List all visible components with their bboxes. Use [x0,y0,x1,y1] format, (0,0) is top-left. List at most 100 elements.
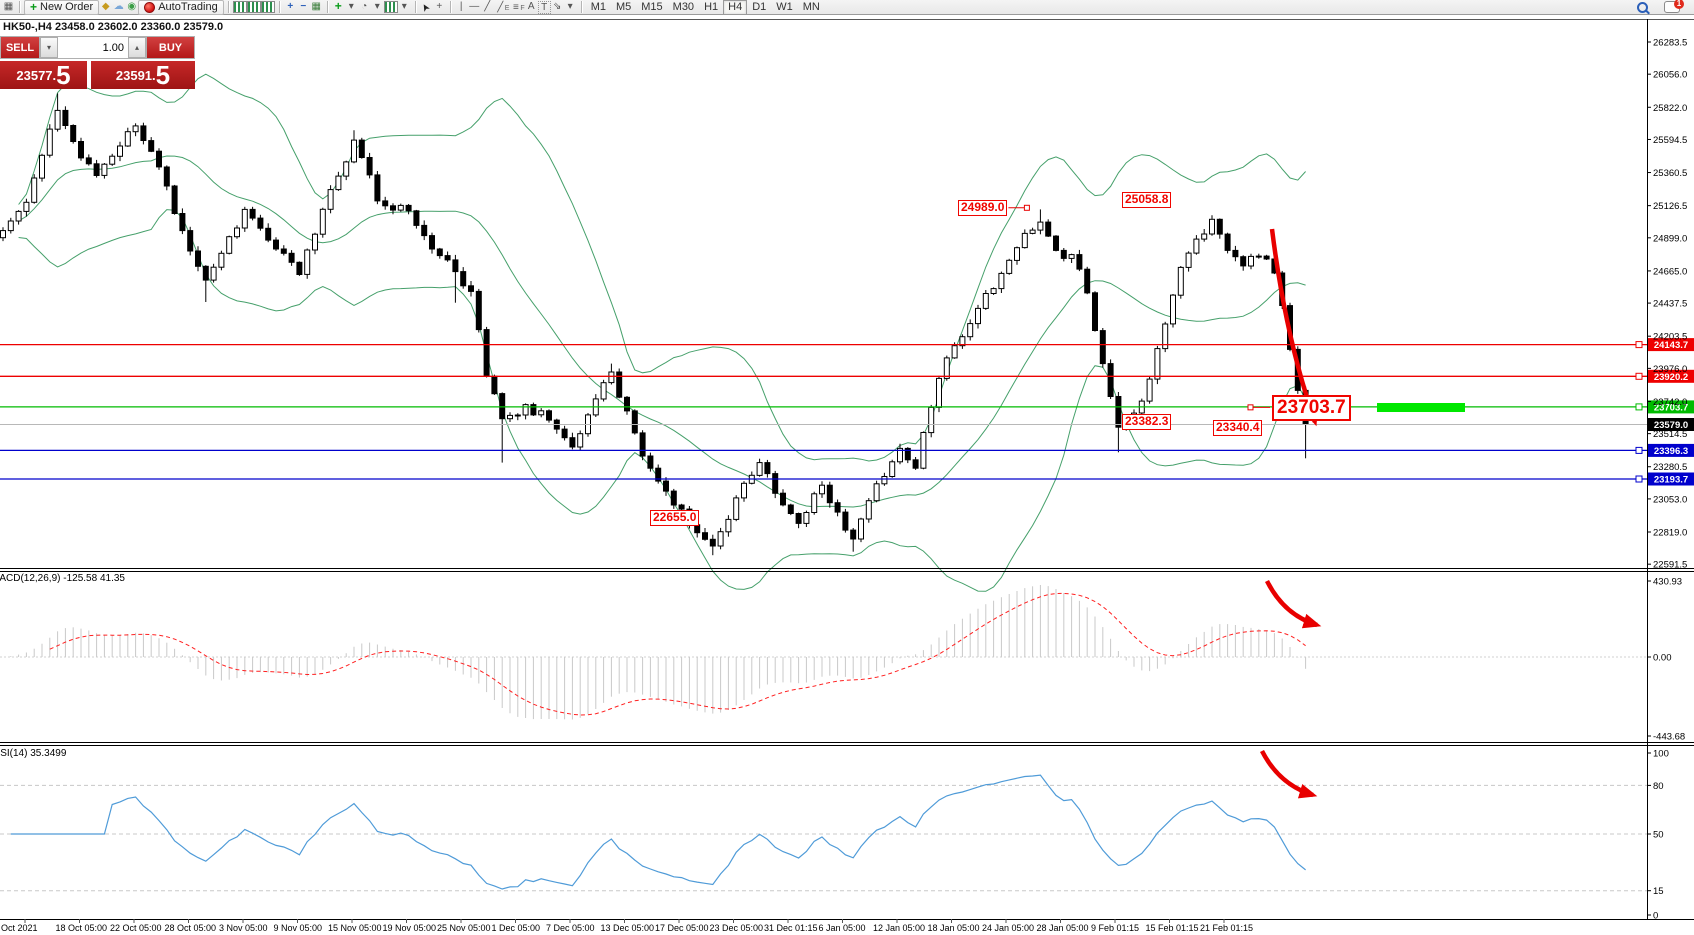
price-axis-badge [1648,443,1694,457]
timeframe-h1[interactable]: H1 [704,0,719,13]
timeframe-h4[interactable]: H4 [723,0,748,15]
candle-body [670,490,677,506]
time-axis-label: 22 Oct 05:00 [110,923,162,933]
candle-body [54,109,61,130]
new-chart-icon[interactable]: + [334,0,342,13]
bar-chart-icon[interactable] [246,1,261,13]
volume-input[interactable] [58,37,128,58]
y-axis-tick-label: 24665.0 [1653,266,1687,277]
y-axis-tick-label: 22819.0 [1653,528,1687,539]
text-label-tool-icon[interactable]: T [537,0,551,14]
buy-price-box[interactable]: 23591. 5 [91,61,195,89]
candle-body [1248,255,1254,267]
candle-body [803,512,810,524]
trend-arrow[interactable] [1264,579,1322,629]
zoom-out-icon[interactable]: − [300,1,307,12]
candle-body [608,371,615,384]
candle-body [444,255,451,261]
volume-increase-button[interactable]: ▴ [128,37,146,58]
candle-body [0,230,6,239]
template-icon[interactable] [383,1,398,13]
candle-body [421,224,428,237]
candle-body [397,204,404,211]
channel-tool-icon[interactable]: ╱E [497,1,510,13]
candle-body [600,382,607,400]
sell-price-box[interactable]: 23577. 5 [0,61,87,89]
timeframe-w1[interactable]: W1 [776,0,793,13]
candle-body [834,502,841,513]
timeframe-mn[interactable]: MN [802,0,820,13]
template-dropdown-icon[interactable]: ▾ [401,1,407,12]
arrows-dropdown-icon[interactable]: ▾ [567,1,573,12]
text-tool-icon[interactable]: A [527,1,535,12]
candle-body [538,410,545,416]
candle-body [982,293,989,309]
candle-body [717,531,724,547]
timeframe-m30[interactable]: M30 [672,0,695,13]
line-chart-icon[interactable] [260,1,275,13]
time-axis-label: 9 Nov 05:00 [274,923,323,933]
candle-body [561,428,568,439]
y-axis-tick-label: 22591.5 [1653,560,1687,571]
vertical-line-tool-icon[interactable]: | [459,1,463,12]
y-axis-tick-label: 26056.0 [1653,70,1687,81]
candle-body [234,227,240,238]
candlestick-chart-icon[interactable] [232,1,247,13]
candle-body [686,508,693,526]
candle-body [195,250,201,267]
trend-arrow[interactable] [1259,749,1318,799]
timeframe-m15[interactable]: M15 [641,0,663,13]
candle-body [1263,255,1270,260]
candles [0,93,1309,556]
candle-body [210,266,217,281]
candle-body [343,161,350,177]
tile-windows-icon[interactable]: ▦ [311,1,321,12]
autotrading-button[interactable]: AutoTrading [138,0,224,15]
y-axis-tick-label: 25594.5 [1653,135,1687,146]
profiles-clock-icon[interactable]: ◔ [361,1,368,12]
time-axis-label: 18 Jan 05:00 [928,923,980,933]
signal-icon[interactable]: ◉ [127,1,137,12]
candle-body [897,447,903,463]
time-axis-label: 7 Dec 05:00 [546,923,595,933]
candle-body [936,377,942,408]
horizontal-line-tool-icon[interactable]: — [469,1,480,12]
gold-icon[interactable]: ◆ [101,1,110,12]
profiles-dropdown-icon[interactable]: ▾ [374,1,380,12]
new-chart-dropdown-icon[interactable]: ▾ [348,1,354,12]
y-axis-tick-label: 23280.5 [1653,462,1687,473]
buy-button[interactable]: BUY [147,37,194,58]
candle-body [904,447,911,461]
candle-body [772,473,779,494]
crosshair-tool-icon[interactable]: + [436,1,443,12]
volume-decrease-button[interactable]: ▾ [40,37,58,58]
candle-body [93,163,100,177]
timeframe-m1[interactable]: M1 [590,0,606,13]
window-icon[interactable]: ▦ [3,1,14,12]
timeframe-m5[interactable]: M5 [615,0,632,13]
highlight-level-bar[interactable] [1377,403,1465,412]
fibonacci-tool-icon[interactable]: ≡ F [512,1,525,13]
y-axis-tick-label: 25360.5 [1653,168,1687,179]
candle-body [413,210,420,226]
candle-body [288,252,295,263]
zoom-in-icon[interactable]: + [287,1,294,12]
timeframe-d1[interactable]: D1 [752,0,767,13]
candle-body [1216,218,1223,235]
candle-body [1076,254,1083,270]
trade-controls-row: SELL ▾ ▴ BUY [0,36,195,59]
time-axis-label: 13 Dec 05:00 [601,923,655,933]
trendline-tool-icon[interactable]: ╱ [484,1,491,12]
candle-body [1037,221,1044,231]
new-order-button[interactable]: + New Order [24,0,100,15]
cloud-icon[interactable]: ☁ [113,1,124,12]
chat-icon[interactable]: 1 [1664,0,1684,13]
sell-button[interactable]: SELL [1,37,39,58]
arrows-tool-icon[interactable]: ⇘ [552,1,562,12]
search-icon[interactable] [1637,1,1648,13]
candle-body [319,208,326,235]
time-axis-label: 18 Oct 05:00 [56,923,108,933]
candle-body [483,329,490,377]
buy-price-dot: . [152,68,156,83]
